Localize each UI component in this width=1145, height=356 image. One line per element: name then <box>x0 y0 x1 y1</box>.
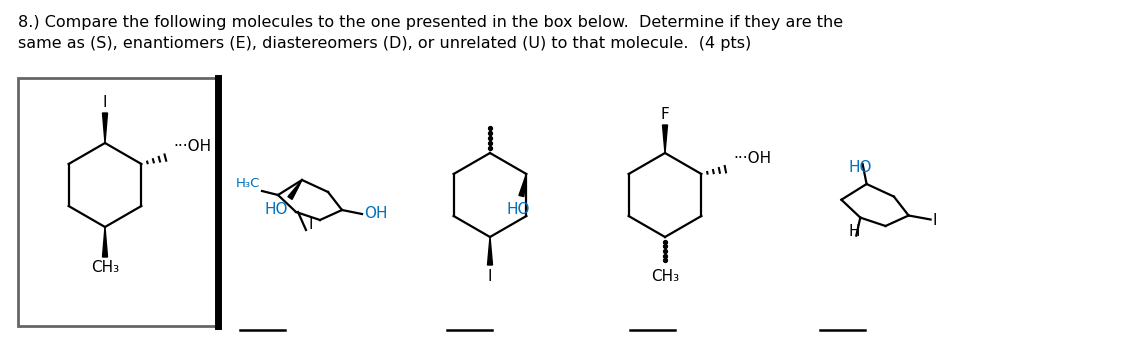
Text: I: I <box>103 95 108 110</box>
Text: I: I <box>932 213 937 228</box>
Polygon shape <box>519 174 527 197</box>
Text: ···OH: ···OH <box>734 151 772 166</box>
Text: I: I <box>488 269 492 284</box>
Polygon shape <box>103 113 108 143</box>
Text: I: I <box>308 217 313 232</box>
Text: same as (S), enantiomers (E), diastereomers (D), or unrelated (U) to that molecu: same as (S), enantiomers (E), diastereom… <box>18 36 751 51</box>
Text: OH: OH <box>364 206 387 221</box>
Polygon shape <box>287 180 302 199</box>
Text: HO: HO <box>506 202 530 217</box>
Text: H₃C: H₃C <box>236 177 260 190</box>
Text: HO: HO <box>848 160 872 175</box>
Text: CH₃: CH₃ <box>90 260 119 275</box>
Text: H: H <box>848 224 860 239</box>
Text: ···OH: ···OH <box>173 139 212 154</box>
Text: CH₃: CH₃ <box>652 269 679 284</box>
Text: 8.) Compare the following molecules to the one presented in the box below.  Dete: 8.) Compare the following molecules to t… <box>18 15 843 30</box>
Text: F: F <box>661 107 670 122</box>
Bar <box>18 78 218 326</box>
Text: HO: HO <box>264 202 289 217</box>
Polygon shape <box>663 125 668 153</box>
Polygon shape <box>103 227 108 257</box>
Polygon shape <box>488 237 492 265</box>
